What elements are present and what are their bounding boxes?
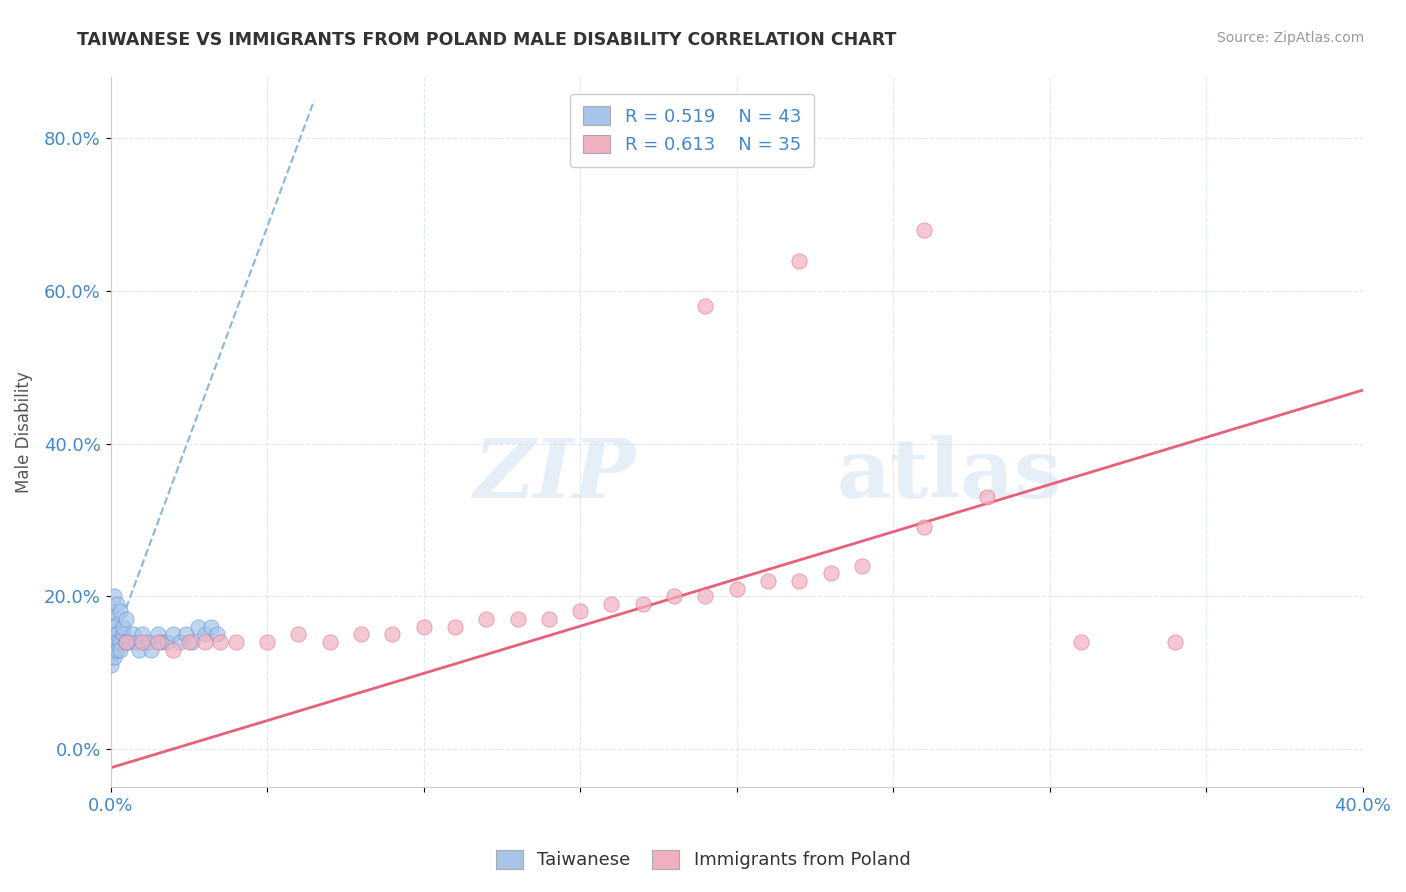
Point: [100, 657, 122, 672]
Point: [475, 612, 498, 626]
Point: [108, 604, 131, 618]
Point: [976, 490, 998, 504]
Point: [115, 635, 138, 649]
Point: [162, 642, 184, 657]
Point: [695, 299, 717, 313]
Point: [194, 627, 217, 641]
Point: [225, 635, 247, 649]
Point: [108, 635, 131, 649]
Point: [350, 627, 373, 641]
Point: [103, 635, 125, 649]
Point: [118, 635, 141, 649]
Point: [100, 650, 122, 665]
Point: [115, 612, 138, 626]
Point: [381, 627, 404, 641]
Point: [146, 627, 169, 641]
Point: [112, 627, 135, 641]
Text: Source: ZipAtlas.com: Source: ZipAtlas.com: [1216, 31, 1364, 45]
Point: [1164, 635, 1187, 649]
Point: [103, 620, 125, 634]
Point: [105, 597, 128, 611]
Point: [631, 597, 654, 611]
Point: [319, 635, 342, 649]
Point: [100, 635, 122, 649]
Point: [569, 604, 592, 618]
Point: [136, 635, 159, 649]
Text: atlas: atlas: [837, 434, 1062, 515]
Point: [100, 612, 122, 626]
Point: [662, 589, 685, 603]
Point: [444, 620, 467, 634]
Point: [131, 635, 153, 649]
Point: [108, 642, 131, 657]
Point: [725, 582, 748, 596]
Point: [103, 589, 125, 603]
Point: [131, 627, 153, 641]
Point: [287, 627, 309, 641]
Point: [756, 574, 779, 588]
Text: ZIP: ZIP: [474, 434, 637, 515]
Point: [146, 635, 169, 649]
Point: [105, 635, 128, 649]
Point: [103, 627, 125, 641]
Y-axis label: Male Disability: Male Disability: [15, 371, 32, 493]
Point: [205, 627, 228, 641]
Point: [1070, 635, 1092, 649]
Legend: R = 0.519    N = 43, R = 0.613    N = 35: R = 0.519 N = 43, R = 0.613 N = 35: [571, 94, 814, 167]
Point: [912, 223, 935, 237]
Point: [100, 604, 122, 618]
Point: [194, 635, 217, 649]
Point: [506, 612, 529, 626]
Text: TAIWANESE VS IMMIGRANTS FROM POLAND MALE DISABILITY CORRELATION CHART: TAIWANESE VS IMMIGRANTS FROM POLAND MALE…: [77, 31, 897, 49]
Point: [851, 558, 873, 573]
Point: [100, 642, 122, 657]
Point: [149, 635, 172, 649]
Point: [537, 612, 560, 626]
Point: [100, 627, 122, 641]
Point: [600, 597, 623, 611]
Point: [209, 635, 232, 649]
Point: [103, 642, 125, 657]
Point: [121, 627, 143, 641]
Point: [187, 620, 209, 634]
Legend: Taiwanese, Immigrants from Poland: Taiwanese, Immigrants from Poland: [486, 841, 920, 879]
Point: [412, 620, 434, 634]
Point: [162, 627, 184, 641]
Point: [181, 635, 204, 649]
Point: [256, 635, 278, 649]
Point: [695, 589, 717, 603]
Point: [100, 620, 122, 634]
Point: [177, 635, 200, 649]
Point: [105, 627, 128, 641]
Point: [103, 650, 125, 665]
Point: [128, 642, 150, 657]
Point: [125, 635, 148, 649]
Point: [112, 620, 135, 634]
Point: [174, 627, 197, 641]
Point: [105, 642, 128, 657]
Point: [912, 520, 935, 534]
Point: [115, 635, 138, 649]
Point: [169, 635, 191, 649]
Point: [787, 574, 810, 588]
Point: [141, 642, 163, 657]
Point: [787, 253, 810, 268]
Point: [156, 635, 179, 649]
Point: [820, 566, 842, 581]
Point: [200, 620, 222, 634]
